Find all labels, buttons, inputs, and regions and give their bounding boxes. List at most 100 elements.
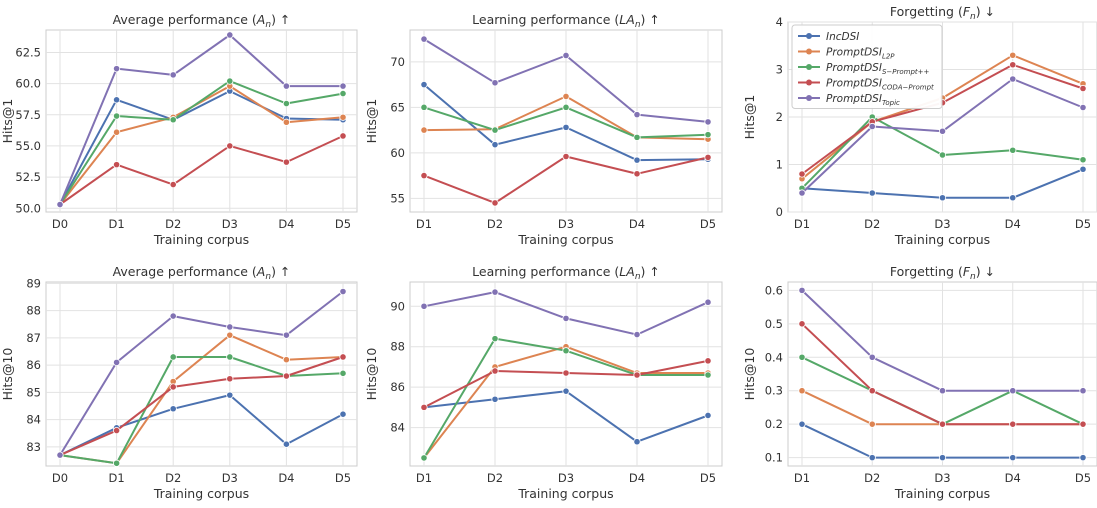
data-point (420, 172, 428, 180)
data-point (562, 123, 570, 131)
data-point (339, 132, 347, 140)
series-line-5 (59, 34, 343, 205)
data-point (113, 96, 121, 104)
data-point (1009, 387, 1017, 395)
data-point (420, 403, 428, 411)
data-point (1079, 156, 1087, 164)
data-point (113, 426, 121, 435)
data-point (633, 156, 641, 164)
data-point (1009, 146, 1017, 154)
data-point (798, 420, 806, 428)
series-line-1 (59, 394, 344, 457)
series-line-3 (59, 356, 344, 465)
data-point (868, 353, 876, 361)
data-point (113, 459, 121, 467)
y-tick-label: 3 (776, 63, 783, 77)
data-point (339, 82, 347, 90)
chart-title: Learning performance (LAn) ↑ (472, 12, 660, 30)
y-tick-label: 87 (26, 331, 41, 345)
data-point (113, 112, 121, 120)
data-point (226, 31, 234, 39)
series-line-4 (59, 356, 344, 457)
data-point (169, 312, 177, 320)
y-tick-label: 83 (26, 440, 41, 454)
data-point (798, 170, 806, 178)
legend-marker (806, 48, 812, 55)
data-point (420, 81, 428, 89)
y-axis-label: Hits@1 (364, 99, 379, 144)
y-tick-label: 88 (390, 340, 405, 354)
legend-entry: PromptDSICODA−Prompt (826, 78, 934, 92)
data-point (282, 99, 290, 108)
data-point (226, 331, 234, 339)
x-tick-label: D4 (1005, 471, 1021, 485)
y-tick-label: 86 (390, 380, 405, 394)
x-tick-label: D1 (109, 217, 125, 231)
data-point (704, 357, 712, 365)
data-point (491, 367, 499, 375)
x-tick-label: D3 (558, 471, 574, 485)
data-point (1009, 194, 1017, 202)
x-tick-label: D2 (864, 471, 880, 485)
data-point (169, 383, 177, 391)
data-point (282, 372, 290, 380)
data-point (704, 411, 712, 420)
x-tick-label: D1 (416, 217, 432, 231)
data-point (704, 298, 712, 306)
chart-panel-6: 0.1 0.2 0.3 0.4 0.5 0.6 D1 D2 D3 D4 D5 Training cor… (742, 264, 1097, 501)
data-point (1079, 420, 1087, 428)
data-point (562, 103, 570, 111)
x-tick-label: D3 (222, 471, 238, 485)
data-point (169, 353, 177, 361)
x-tick-label: D2 (165, 471, 181, 485)
x-tick-label: D0 (52, 217, 68, 231)
data-point (798, 320, 806, 328)
x-tick-label: D1 (794, 217, 810, 231)
legend-entry: IncDSI (826, 31, 859, 43)
y-tick-label: 70 (390, 55, 405, 69)
data-point (562, 92, 570, 101)
y-tick-label: 4 (776, 15, 783, 29)
data-point (282, 82, 290, 90)
x-tick-label: D0 (52, 471, 68, 485)
y-tick-label: 0.1 (765, 451, 783, 465)
legend-entry: PromptDSIS−Prompt++ (826, 62, 930, 76)
chart-panel-3: 0 1 2 3 4 D1 D2 D3 D4 D5 Training corpus Hits@1 Forg… (742, 4, 1097, 247)
data-point (562, 314, 570, 322)
data-point (339, 369, 347, 377)
x-tick-label: D2 (165, 217, 181, 231)
data-point (169, 116, 177, 124)
y-axis-label: Hits@10 (364, 348, 379, 401)
data-point (1009, 75, 1017, 83)
data-point (562, 347, 570, 355)
x-tick-label: D4 (278, 217, 294, 231)
y-tick-label: 89 (26, 276, 41, 290)
data-point (1009, 454, 1017, 462)
data-point (282, 356, 290, 364)
data-point (633, 438, 641, 446)
data-point (562, 51, 570, 60)
legend-entry: PromptDSITopic (826, 93, 900, 107)
y-tick-label: 1 (776, 158, 783, 172)
data-point (282, 118, 290, 126)
data-point (420, 126, 428, 134)
series-line-4 (59, 135, 344, 206)
legend-entry: PromptDSIL2P (826, 47, 895, 61)
data-point (562, 387, 570, 395)
x-tick-label: D3 (934, 471, 950, 485)
x-tick-label: D1 (416, 471, 432, 485)
data-point (704, 153, 712, 161)
x-tick-label: D4 (629, 471, 645, 485)
chart-panel-5: 84 86 88 90 D1 D2 D3 D4 D5 Training corpus Hits@10… (364, 264, 723, 501)
data-point (938, 387, 947, 395)
x-axis-label: Training corpus (517, 232, 613, 247)
y-tick-label: 85 (26, 385, 41, 399)
y-tick-label: 52.5 (15, 170, 41, 184)
y-tick-label: 65 (390, 100, 405, 114)
y-axis-label: Hits@1 (0, 99, 15, 144)
x-tick-label: D3 (558, 217, 574, 231)
y-tick-label: 0.4 (765, 350, 783, 364)
chart-title: Learning performance (LAn) ↑ (472, 264, 660, 282)
